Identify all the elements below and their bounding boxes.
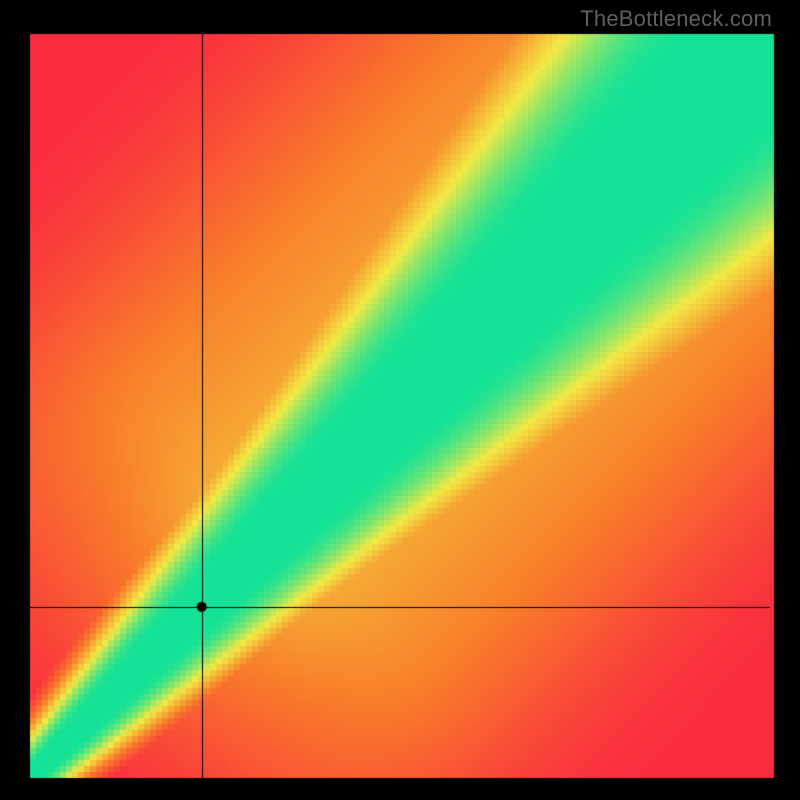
bottleneck-heatmap [0, 0, 800, 800]
attribution-text: TheBottleneck.com [580, 6, 772, 32]
